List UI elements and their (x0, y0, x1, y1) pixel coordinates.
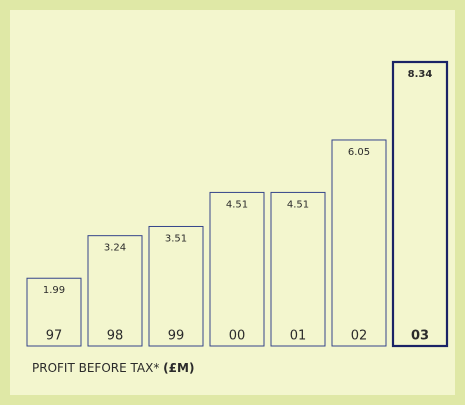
bar (26, 277, 82, 347)
category-label: 99 (168, 329, 185, 344)
category-label: 01 (290, 329, 307, 344)
bar (209, 191, 265, 347)
value-label: 1.99 (43, 285, 65, 296)
bar (331, 139, 387, 347)
category-label: 97 (46, 329, 63, 344)
category-label: 03 (411, 329, 429, 344)
chart-title: PROFIT BEFORE TAX* (£M) (32, 361, 194, 375)
value-label: 6.05 (348, 147, 370, 158)
bar (148, 225, 204, 347)
value-label: 3.51 (165, 233, 187, 244)
title-text: PROFIT BEFORE TAX* (32, 361, 159, 375)
value-label: 8.34 (408, 69, 433, 80)
value-label: 4.51 (287, 199, 309, 210)
value-label: 3.24 (104, 243, 126, 254)
bar (270, 191, 326, 347)
bar (391, 60, 449, 348)
panel (10, 10, 455, 395)
title-unit: (£M) (163, 361, 194, 375)
category-label: 02 (351, 329, 368, 344)
category-label: 00 (229, 329, 246, 344)
category-label: 98 (107, 329, 124, 344)
bar (87, 235, 143, 347)
value-label: 4.51 (226, 199, 248, 210)
